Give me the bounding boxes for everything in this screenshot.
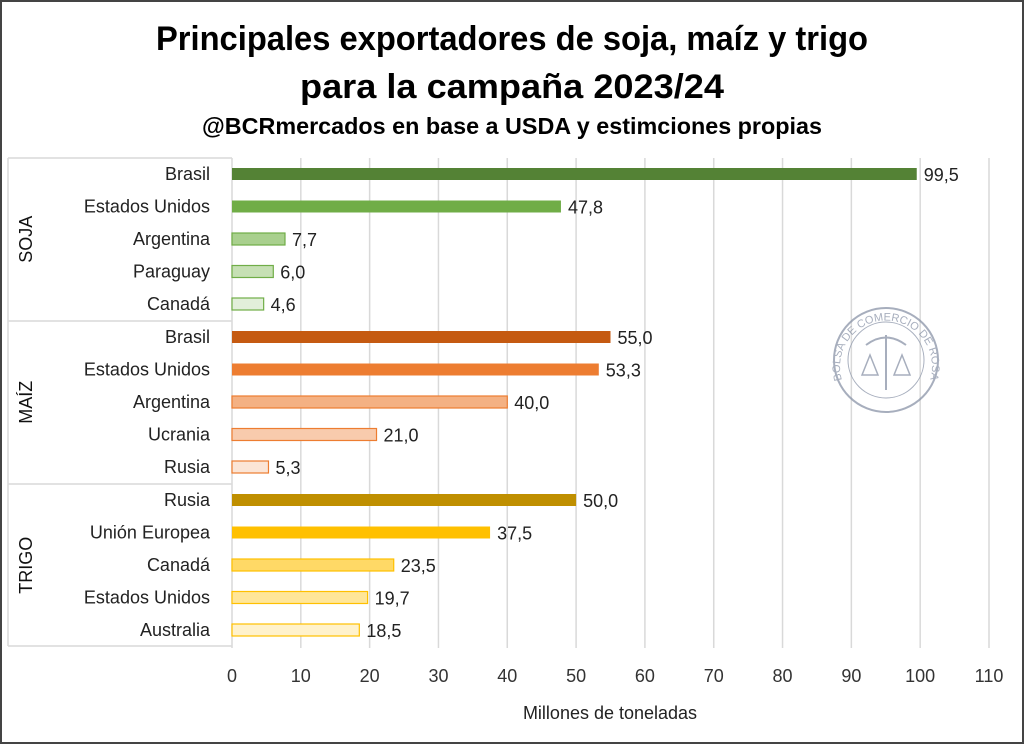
- data-label: 99,5: [924, 165, 959, 185]
- bar: [232, 363, 599, 376]
- category-label: Estados Unidos: [84, 197, 210, 217]
- x-tick-label: 20: [360, 666, 380, 686]
- data-label: 23,5: [401, 556, 436, 576]
- category-label: Argentina: [133, 392, 211, 412]
- data-label: 6,0: [280, 263, 305, 283]
- bar: [231, 232, 286, 246]
- category-label: Estados Unidos: [84, 588, 210, 608]
- category-label: Canadá: [147, 294, 211, 314]
- group-label-2: TRIGO: [16, 537, 36, 594]
- chart-title-line1: Principales exportadores de soja, maíz y…: [156, 20, 868, 58]
- bar: [232, 200, 561, 213]
- x-tick-label: 90: [841, 666, 861, 686]
- category-label: Unión Europea: [90, 523, 211, 543]
- bar: [231, 460, 270, 474]
- bar: [232, 331, 611, 343]
- x-tick-label: 70: [704, 666, 724, 686]
- group-label-1: MAÍZ: [16, 381, 36, 424]
- bar: [232, 526, 491, 539]
- data-label: 50,0: [583, 491, 618, 511]
- bar: [231, 558, 395, 572]
- category-label: Brasil: [165, 164, 210, 184]
- bar: [231, 623, 360, 637]
- bar: [231, 590, 369, 605]
- x-tick-label: 10: [291, 666, 311, 686]
- category-label: Paraguay: [133, 262, 210, 282]
- category-label: Argentina: [133, 229, 211, 249]
- category-label: Rusia: [164, 457, 211, 477]
- x-tick-label: 0: [227, 666, 237, 686]
- data-label: 4,6: [271, 295, 296, 315]
- bar: [232, 168, 917, 180]
- data-label: 47,8: [568, 198, 603, 218]
- chart-subtitle: @BCRmercados en base a USDA y estimcione…: [202, 113, 822, 139]
- category-label: Canadá: [147, 555, 211, 575]
- category-label: Australia: [140, 620, 211, 640]
- x-tick-label: 110: [975, 666, 1004, 686]
- bar: [231, 264, 274, 279]
- x-axis-label: Millones de toneladas: [523, 703, 697, 723]
- bar: [231, 297, 265, 311]
- bar: [231, 395, 508, 409]
- chart-title-line2: para la campaña 2023/24: [300, 68, 724, 106]
- x-tick-label: 80: [773, 666, 793, 686]
- x-tick-label: 30: [428, 666, 448, 686]
- category-label: Rusia: [164, 490, 211, 510]
- data-label: 53,3: [606, 361, 641, 381]
- x-tick-label: 100: [905, 666, 935, 686]
- x-tick-label: 60: [635, 666, 655, 686]
- bar: [232, 494, 577, 506]
- data-label: 37,5: [497, 524, 532, 544]
- data-label: 40,0: [514, 393, 549, 413]
- x-tick-label: 50: [566, 666, 586, 686]
- data-label: 18,5: [366, 621, 401, 641]
- data-label: 55,0: [618, 328, 653, 348]
- category-label: Brasil: [165, 327, 210, 347]
- x-tick-label: 40: [497, 666, 517, 686]
- bar: [231, 427, 378, 442]
- data-label: 21,0: [384, 426, 419, 446]
- group-label-0: SOJA: [16, 216, 36, 263]
- category-label: Estados Unidos: [84, 360, 210, 380]
- category-label: Ucrania: [148, 425, 211, 445]
- data-label: 7,7: [292, 230, 317, 250]
- data-label: 5,3: [275, 458, 300, 478]
- data-label: 19,7: [375, 589, 410, 609]
